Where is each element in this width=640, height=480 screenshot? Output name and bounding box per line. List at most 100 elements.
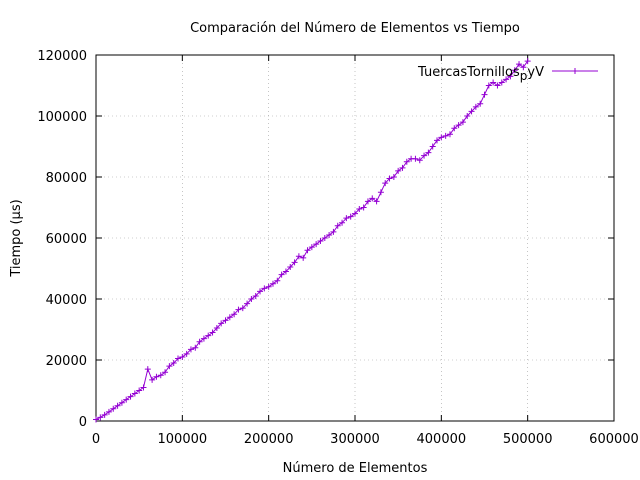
legend-marker-glyph bbox=[572, 68, 578, 74]
data-point bbox=[438, 134, 445, 141]
data-point bbox=[93, 416, 99, 423]
x-tick-label: 200000 bbox=[244, 432, 294, 447]
data-point bbox=[209, 329, 216, 336]
data-point bbox=[157, 372, 164, 379]
x-tick-label: 600000 bbox=[589, 432, 639, 447]
data-point bbox=[162, 369, 169, 376]
data-point bbox=[97, 414, 104, 421]
data-point bbox=[179, 353, 186, 360]
data-point bbox=[131, 390, 138, 397]
y-tick-label: 20000 bbox=[46, 354, 87, 369]
data-point bbox=[196, 338, 203, 345]
data-point bbox=[455, 122, 462, 129]
series-layer bbox=[93, 58, 531, 423]
data-point bbox=[222, 317, 229, 324]
y-tick-label: 100000 bbox=[37, 110, 87, 125]
data-point bbox=[252, 292, 259, 299]
data-point bbox=[261, 285, 268, 292]
data-point bbox=[516, 61, 523, 68]
data-point bbox=[218, 320, 225, 327]
data-point bbox=[511, 67, 518, 74]
data-point bbox=[244, 300, 251, 307]
data-point bbox=[304, 247, 311, 254]
y-tick-label: 40000 bbox=[46, 293, 87, 308]
chart-title: Comparación del Número de Elementos vs T… bbox=[190, 21, 520, 36]
y-tick-label: 120000 bbox=[37, 49, 87, 64]
data-point bbox=[278, 271, 285, 278]
data-point bbox=[110, 405, 117, 412]
data-point bbox=[494, 82, 501, 89]
data-point bbox=[373, 198, 380, 205]
data-point bbox=[287, 263, 294, 270]
data-point bbox=[352, 210, 358, 217]
data-point bbox=[343, 215, 350, 222]
data-point bbox=[231, 311, 238, 318]
data-point bbox=[524, 58, 531, 65]
data-point bbox=[364, 198, 371, 205]
data-point bbox=[205, 332, 212, 339]
data-point bbox=[274, 277, 281, 284]
data-point bbox=[507, 73, 514, 80]
data-point bbox=[123, 396, 130, 403]
data-point bbox=[459, 119, 466, 126]
y-tick-label: 80000 bbox=[46, 171, 87, 186]
data-point bbox=[498, 79, 505, 86]
data-point bbox=[313, 241, 320, 248]
data-point bbox=[369, 195, 376, 202]
data-point bbox=[200, 335, 207, 342]
data-point bbox=[503, 76, 510, 83]
x-tick-label: 100000 bbox=[158, 432, 208, 447]
data-point bbox=[360, 204, 367, 211]
x-tick-label: 400000 bbox=[417, 432, 467, 447]
data-point bbox=[153, 373, 160, 380]
data-point bbox=[330, 228, 337, 235]
data-point bbox=[282, 268, 289, 275]
data-point bbox=[386, 175, 393, 182]
x-tick-label: 0 bbox=[92, 432, 100, 447]
data-point bbox=[326, 231, 333, 238]
data-point bbox=[334, 222, 341, 229]
data-point bbox=[105, 408, 112, 415]
data-point bbox=[477, 100, 484, 107]
data-point bbox=[429, 143, 436, 150]
data-point bbox=[390, 174, 397, 180]
data-point bbox=[421, 152, 428, 159]
data-point bbox=[226, 314, 233, 321]
data-point bbox=[377, 189, 384, 196]
y-tick-label: 0 bbox=[79, 415, 87, 430]
y-axis-label: Tiempo (µs) bbox=[9, 199, 24, 277]
data-point bbox=[144, 366, 151, 373]
data-point bbox=[127, 393, 134, 400]
data-point bbox=[183, 350, 190, 357]
legend-label: TuercasTornillospyV bbox=[417, 65, 544, 83]
data-point bbox=[321, 235, 328, 241]
x-tick-label: 300000 bbox=[330, 432, 380, 447]
data-point bbox=[265, 283, 272, 290]
legend: TuercasTornillospyV bbox=[417, 65, 598, 83]
data-point bbox=[434, 137, 441, 144]
data-point bbox=[187, 346, 194, 353]
data-point bbox=[446, 131, 453, 138]
data-point bbox=[101, 411, 108, 418]
data-point bbox=[442, 132, 449, 139]
data-point bbox=[192, 344, 199, 351]
data-point bbox=[308, 244, 315, 251]
data-point bbox=[339, 219, 346, 226]
data-point bbox=[175, 355, 182, 362]
data-point bbox=[257, 288, 264, 295]
data-point bbox=[317, 238, 324, 245]
data-point bbox=[403, 158, 410, 165]
data-point bbox=[248, 296, 255, 302]
data-point bbox=[347, 213, 354, 220]
data-point bbox=[149, 376, 156, 383]
data-point bbox=[416, 157, 423, 164]
data-point bbox=[213, 324, 220, 331]
x-tick-label: 500000 bbox=[503, 432, 553, 447]
y-tick-label: 60000 bbox=[46, 232, 87, 247]
data-point bbox=[425, 149, 432, 156]
data-point bbox=[356, 206, 363, 213]
x-axis-label: Número de Elementos bbox=[283, 461, 428, 476]
data-point bbox=[291, 259, 298, 266]
data-point bbox=[451, 125, 458, 132]
